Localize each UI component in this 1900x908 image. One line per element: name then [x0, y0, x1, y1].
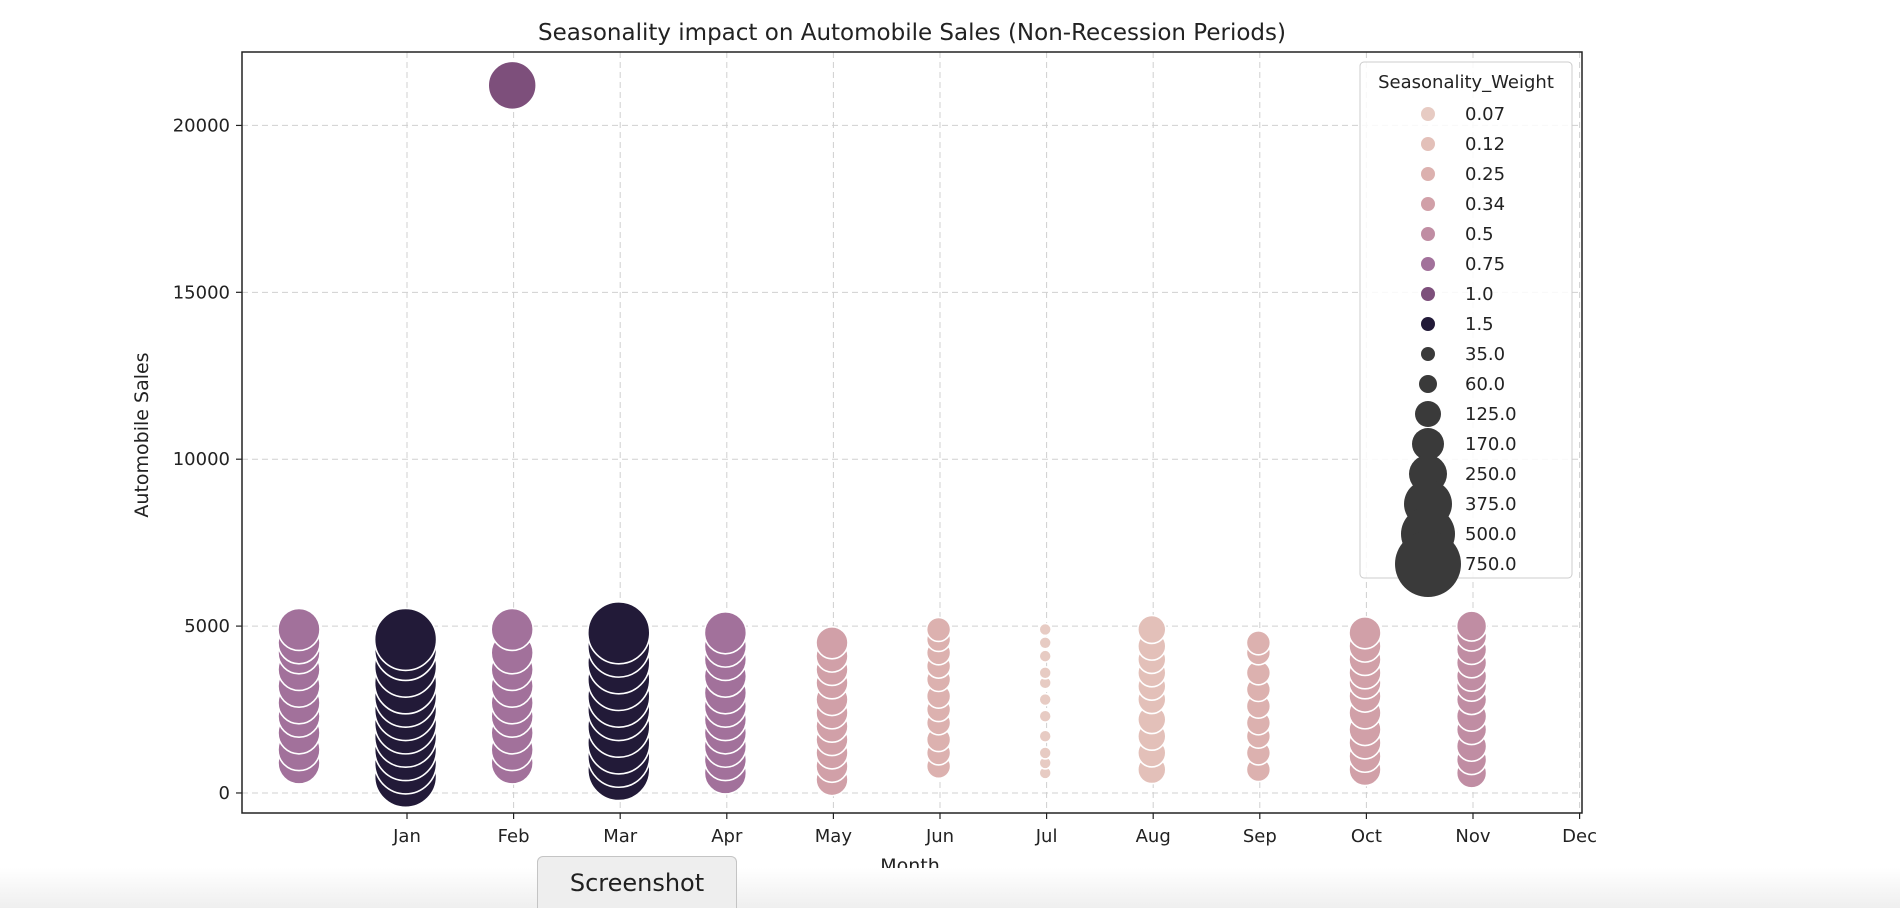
- x-tick-label: May: [815, 826, 853, 847]
- x-tick-label: Feb: [498, 826, 530, 847]
- legend-hue-label: 0.25: [1465, 164, 1505, 185]
- bottom-bar: [0, 868, 1900, 908]
- data-points: [277, 60, 1488, 809]
- y-tick-label: 0: [219, 783, 230, 804]
- legend-size-label: 250.0: [1465, 464, 1517, 485]
- legend-size-marker: [1421, 347, 1435, 361]
- legend-size-marker: [1415, 401, 1441, 427]
- legend-hue-label: 0.12: [1465, 134, 1505, 155]
- legend-size-label: 60.0: [1465, 374, 1505, 395]
- legend-hue-marker: [1421, 257, 1435, 271]
- data-point: [703, 610, 748, 655]
- x-tick-label: Nov: [1455, 826, 1490, 847]
- legend-size-label: 170.0: [1465, 434, 1517, 455]
- data-point: [490, 607, 535, 652]
- x-tick-label: Jul: [1035, 826, 1058, 847]
- data-point: [586, 600, 651, 665]
- data-point: [1038, 649, 1052, 663]
- legend-hue-marker: [1421, 197, 1435, 211]
- data-point: [1038, 635, 1052, 650]
- plot-frame: [241, 51, 1583, 814]
- legend-hue-label: 0.5: [1465, 224, 1494, 245]
- data-point: [925, 616, 952, 643]
- x-tick-label: Apr: [711, 826, 743, 847]
- data-point: [277, 607, 321, 652]
- data-point: [1137, 614, 1167, 645]
- legend-size-label: 500.0: [1465, 524, 1517, 545]
- legend-size-label: 375.0: [1465, 494, 1517, 515]
- legend-hue-marker: [1421, 227, 1435, 241]
- screenshot-button[interactable]: Screenshot: [537, 856, 737, 908]
- legend-hue-marker: [1421, 287, 1435, 301]
- legend-hue-marker: [1421, 107, 1435, 121]
- data-point: [1348, 615, 1382, 650]
- data-point: [1038, 622, 1052, 637]
- x-tick-label: Mar: [603, 826, 638, 847]
- data-point: [1038, 692, 1052, 707]
- legend-hue-label: 1.0: [1465, 284, 1494, 305]
- data-point: [373, 607, 438, 672]
- y-axis-ticks: 0 5000 10000 15000 20000: [173, 115, 242, 804]
- legend-hue-marker: [1421, 167, 1435, 181]
- legend-size-label: 125.0: [1465, 404, 1517, 425]
- data-point: [1038, 709, 1052, 724]
- x-tick-label: Dec: [1562, 826, 1597, 847]
- data-point: [1455, 610, 1488, 642]
- legend-hue-marker: [1421, 317, 1435, 331]
- y-tick-label: 20000: [173, 115, 230, 136]
- legend-size-label: 35.0: [1465, 344, 1505, 365]
- legend: Seasonality_Weight 0.07 0.12 0.25 0.34 0.5 0.…: [1359, 61, 1573, 597]
- data-point: [1245, 629, 1272, 656]
- x-tick-label: Oct: [1351, 826, 1382, 847]
- y-tick-label: 10000: [173, 449, 230, 470]
- legend-size-marker: [1419, 375, 1437, 393]
- legend-hue-marker: [1421, 137, 1435, 151]
- data-point: [1038, 746, 1052, 760]
- chart-title: Seasonality impact on Automobile Sales (…: [538, 20, 1286, 46]
- y-tick-label: 5000: [184, 616, 230, 637]
- y-axis-label: Automobile Sales: [131, 352, 153, 517]
- legend-size-marker: [1412, 428, 1444, 460]
- y-tick-label: 15000: [173, 282, 230, 303]
- data-point: [1038, 666, 1052, 680]
- x-tick-label: Jun: [925, 826, 954, 847]
- legend-hue-label: 0.07: [1465, 104, 1505, 125]
- x-tick-label: Sep: [1243, 826, 1277, 847]
- x-axis-ticks: Jan Feb Mar Apr May Jun Jul Aug Sep Oct Nov Dec: [392, 813, 1597, 847]
- data-point: [487, 60, 538, 111]
- data-point: [1038, 729, 1052, 744]
- x-tick-label: Jan: [392, 826, 421, 847]
- x-tick-label: Aug: [1136, 826, 1171, 847]
- legend-hue-label: 0.34: [1465, 194, 1505, 215]
- legend-size-label: 750.0: [1465, 554, 1517, 575]
- legend-hue-label: 1.5: [1465, 314, 1494, 335]
- data-point: [815, 625, 849, 660]
- legend-title: Seasonality_Weight: [1378, 72, 1554, 93]
- legend-hue-label: 0.75: [1465, 254, 1505, 275]
- legend-size-marker: [1395, 531, 1461, 597]
